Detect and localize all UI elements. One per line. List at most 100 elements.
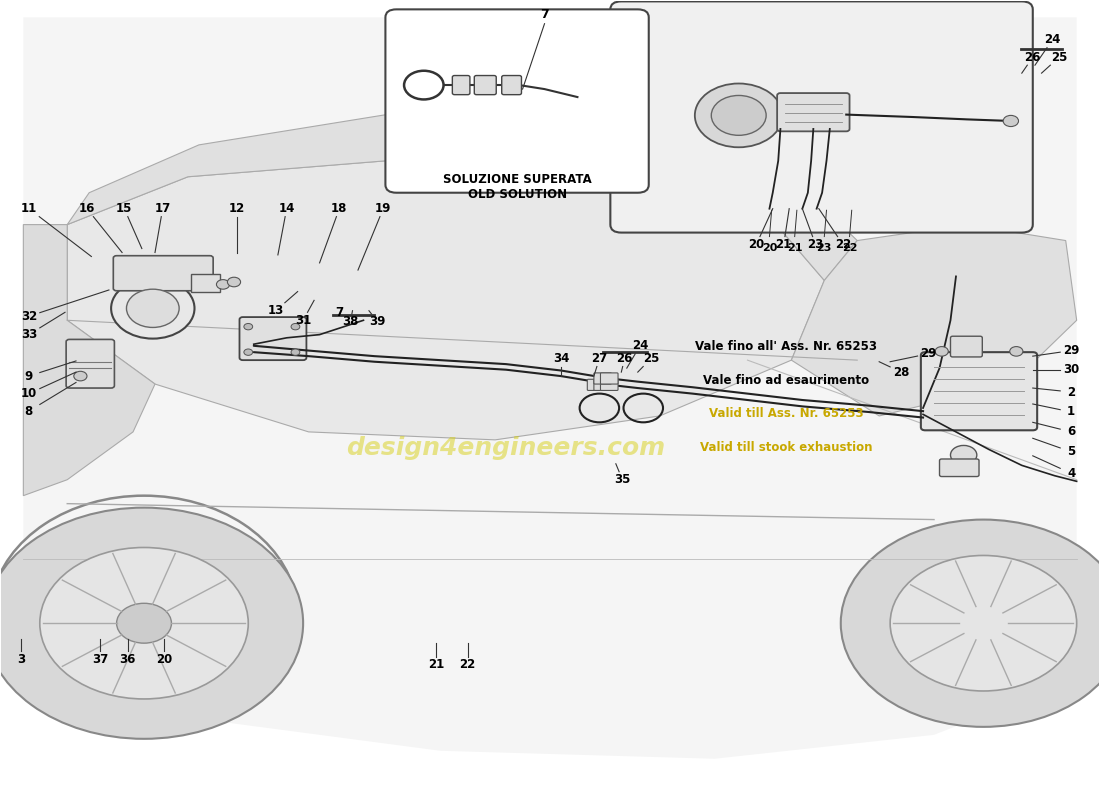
Text: 7: 7: [540, 8, 549, 22]
Circle shape: [228, 278, 241, 286]
Circle shape: [695, 83, 782, 147]
Text: 21: 21: [776, 238, 792, 251]
FancyBboxPatch shape: [594, 379, 612, 390]
Circle shape: [126, 289, 179, 327]
FancyBboxPatch shape: [601, 373, 618, 384]
Circle shape: [74, 371, 87, 381]
Text: 4: 4: [1067, 467, 1076, 480]
Text: 24: 24: [631, 339, 648, 352]
Text: 34: 34: [553, 352, 569, 365]
Text: Vale fino ad esaurimento: Vale fino ad esaurimento: [703, 374, 869, 386]
Text: 28: 28: [893, 366, 910, 378]
Circle shape: [40, 547, 249, 699]
FancyBboxPatch shape: [66, 339, 114, 388]
Text: 17: 17: [155, 202, 170, 215]
Text: 7: 7: [336, 306, 343, 319]
Text: 38: 38: [342, 315, 359, 328]
Circle shape: [244, 323, 253, 330]
Text: 13: 13: [267, 304, 284, 318]
Polygon shape: [791, 225, 1077, 416]
Text: 16: 16: [79, 202, 96, 215]
FancyBboxPatch shape: [113, 256, 213, 290]
Text: 30: 30: [1063, 363, 1079, 376]
Text: 25: 25: [642, 352, 659, 365]
Text: 20: 20: [762, 243, 777, 253]
Text: 27: 27: [592, 352, 607, 365]
Text: 5: 5: [1067, 446, 1076, 458]
FancyBboxPatch shape: [939, 459, 979, 477]
Polygon shape: [23, 18, 1077, 758]
Text: 29: 29: [921, 347, 937, 360]
FancyBboxPatch shape: [594, 373, 612, 384]
Text: 35: 35: [614, 474, 630, 486]
Text: Vale fino all' Ass. Nr. 65253: Vale fino all' Ass. Nr. 65253: [695, 340, 877, 354]
Circle shape: [890, 555, 1077, 691]
FancyBboxPatch shape: [502, 75, 521, 94]
FancyBboxPatch shape: [950, 336, 982, 357]
Circle shape: [217, 280, 230, 289]
Text: 32: 32: [21, 310, 37, 322]
Text: Valid till Ass. Nr. 65253: Valid till Ass. Nr. 65253: [708, 407, 864, 420]
Circle shape: [712, 95, 767, 135]
Text: Valid till stook exhaustion: Valid till stook exhaustion: [700, 441, 872, 454]
Text: 22: 22: [835, 238, 851, 251]
Text: 21: 21: [786, 243, 802, 253]
FancyBboxPatch shape: [240, 317, 307, 360]
FancyBboxPatch shape: [587, 379, 605, 390]
Text: 2: 2: [1067, 386, 1075, 398]
Text: 11: 11: [21, 202, 37, 215]
Text: 21: 21: [428, 658, 444, 671]
Circle shape: [1003, 115, 1019, 126]
Text: 15: 15: [117, 202, 132, 215]
FancyBboxPatch shape: [610, 2, 1033, 233]
Circle shape: [935, 346, 948, 356]
Text: 1: 1: [1067, 406, 1075, 418]
Circle shape: [950, 446, 977, 465]
Text: 31: 31: [295, 314, 311, 326]
Text: 12: 12: [229, 202, 245, 215]
FancyBboxPatch shape: [601, 379, 618, 390]
FancyBboxPatch shape: [474, 75, 496, 94]
Text: 37: 37: [92, 653, 108, 666]
Circle shape: [111, 278, 195, 338]
Text: 3: 3: [18, 653, 25, 666]
FancyBboxPatch shape: [385, 10, 649, 193]
Text: 23: 23: [816, 243, 832, 253]
Text: 26: 26: [1024, 50, 1041, 64]
Text: 24: 24: [1044, 33, 1060, 46]
Text: 25: 25: [1050, 50, 1067, 64]
Text: 29: 29: [1063, 344, 1079, 357]
Text: 23: 23: [807, 238, 824, 251]
FancyBboxPatch shape: [777, 93, 849, 131]
Text: 22: 22: [460, 658, 476, 671]
Circle shape: [0, 508, 304, 739]
Polygon shape: [67, 161, 824, 440]
Circle shape: [292, 349, 300, 355]
Text: 10: 10: [21, 387, 37, 400]
Polygon shape: [67, 113, 857, 281]
Text: 20: 20: [156, 653, 172, 666]
Circle shape: [117, 603, 172, 643]
Text: 8: 8: [24, 405, 33, 418]
Text: 9: 9: [24, 370, 33, 382]
Text: 33: 33: [21, 328, 37, 341]
FancyBboxPatch shape: [921, 352, 1037, 430]
Text: 18: 18: [331, 202, 348, 215]
Text: 26: 26: [616, 352, 632, 365]
Text: 14: 14: [278, 202, 295, 215]
Text: SOLUZIONE SUPERATA
OLD SOLUTION: SOLUZIONE SUPERATA OLD SOLUTION: [442, 173, 592, 201]
Text: 36: 36: [120, 653, 135, 666]
Circle shape: [1010, 346, 1023, 356]
FancyBboxPatch shape: [191, 274, 220, 291]
Text: 20: 20: [748, 238, 764, 251]
Text: design4engineers.com: design4engineers.com: [346, 436, 666, 460]
Circle shape: [244, 349, 253, 355]
Text: 22: 22: [842, 243, 857, 253]
Text: 39: 39: [370, 315, 386, 328]
Circle shape: [292, 323, 300, 330]
Text: 19: 19: [375, 202, 392, 215]
FancyBboxPatch shape: [452, 75, 470, 94]
Polygon shape: [23, 225, 155, 496]
Circle shape: [840, 519, 1100, 727]
Text: 6: 6: [1067, 426, 1076, 438]
